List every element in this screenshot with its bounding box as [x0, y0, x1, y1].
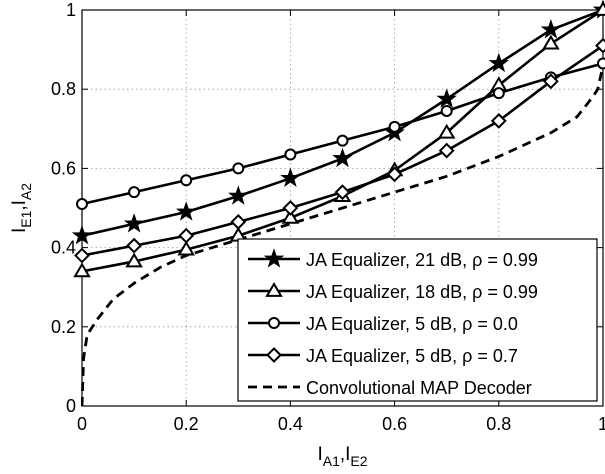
series-1-point — [177, 240, 195, 256]
series-1-point — [73, 262, 91, 278]
marker-layer — [71, 0, 605, 278]
series-0-point — [488, 52, 510, 73]
series-3-point — [126, 237, 143, 254]
series-0-point — [436, 88, 457, 108]
series-2-point — [597, 57, 605, 70]
series-3-point — [178, 227, 195, 244]
series-3-point — [438, 142, 455, 159]
series-2-point — [232, 162, 245, 175]
y-tick-label: 0.4 — [51, 238, 76, 258]
y-axis-label: IE1,IA2 — [9, 183, 34, 233]
series-0-point — [280, 167, 301, 187]
series-2-point — [440, 104, 453, 117]
x-tick-label: 0 — [77, 414, 87, 434]
legend-label-3: JA Equalizer, 5 dB, ρ = 0.7 — [306, 346, 518, 366]
x-tick-label: 0.8 — [486, 414, 511, 434]
series-3-point — [542, 73, 559, 90]
x-axis-label: IA1,IE2 — [317, 444, 367, 469]
series-0-point — [175, 201, 197, 221]
legend-marker-3 — [266, 347, 282, 363]
series-0-point — [71, 224, 93, 245]
series-1-point — [125, 252, 143, 268]
series-2-point — [388, 120, 401, 133]
series-2-point — [128, 186, 141, 199]
series-0-point — [332, 147, 353, 168]
series-0-point — [228, 185, 249, 205]
series-2-point — [336, 134, 349, 147]
series-3-point — [74, 247, 90, 264]
series-3-point — [490, 112, 507, 129]
x-tick-label: 0.2 — [174, 414, 199, 434]
series-3-point — [386, 166, 403, 183]
legend-label-2: JA Equalizer, 5 dB, ρ = 0.0 — [306, 314, 518, 334]
legend-label-0: JA Equalizer, 21 dB, ρ = 0.99 — [306, 250, 538, 270]
y-tick-label: 1 — [66, 0, 76, 20]
y-tick-label: 0.6 — [51, 158, 76, 178]
series-line-2 — [81, 62, 604, 206]
x-tick-label: 1 — [598, 414, 605, 434]
y-tick-label: 0.2 — [51, 317, 76, 337]
legend-marker-1 — [265, 282, 283, 297]
series-3-point — [595, 37, 605, 54]
series-2-point — [284, 148, 297, 161]
x-tick-label: 0.4 — [278, 414, 303, 434]
y-tick-label: 0.8 — [51, 79, 76, 99]
legend-label-4: Convolutional MAP Decoder — [306, 378, 532, 398]
label-layer: 0 0.2 0.4 0.6 0.8 1 0 0.2 0.4 0.6 0.8 1 IA1,IE2 IE1,I… — [9, 0, 605, 469]
series-line-4 — [81, 65, 604, 407]
series-1-point — [437, 123, 456, 139]
legend-label-1: JA Equalizer, 18 dB, ρ = 0.99 — [306, 282, 538, 302]
series-0-point — [123, 213, 145, 233]
series-2-point — [180, 174, 193, 187]
x-tick-label: 0.6 — [382, 414, 407, 434]
series-3-point — [282, 200, 299, 216]
series-2-point — [76, 198, 88, 211]
series-1-point — [281, 208, 300, 224]
series-3-point — [334, 184, 351, 201]
series-2-point — [492, 87, 505, 100]
series-0-point — [540, 19, 562, 39]
series-1-point — [594, 1, 605, 16]
legend-box — [237, 238, 598, 402]
legend: JA Equalizer, 21 dB, ρ = 0.99 JA Equalize… — [237, 238, 598, 402]
series-1-point — [542, 34, 560, 50]
series-3-point — [230, 213, 247, 230]
legend-marker-2 — [268, 317, 280, 329]
legend-marker-0 — [263, 248, 285, 268]
y-tick-label: 0 — [66, 396, 76, 416]
